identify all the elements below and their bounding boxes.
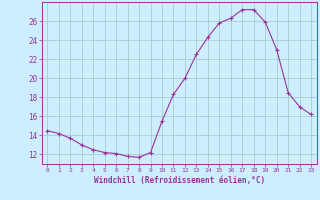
X-axis label: Windchill (Refroidissement éolien,°C): Windchill (Refroidissement éolien,°C) [94,176,265,185]
